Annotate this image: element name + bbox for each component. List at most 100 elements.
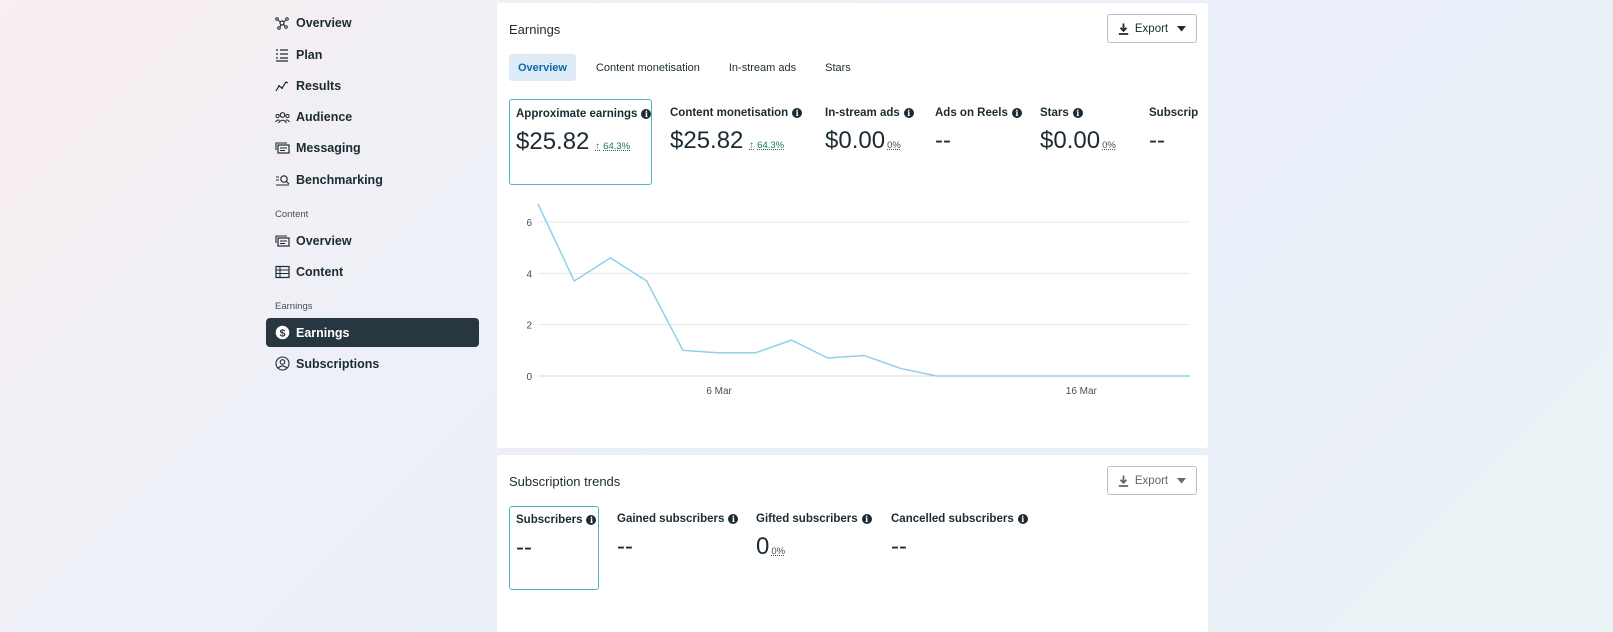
dollar-circle-icon: $: [274, 325, 290, 341]
metric-content-monetisation[interactable]: Content monetisation i $25.82 ↑ 64.3%: [670, 107, 803, 155]
person-circle-icon: [274, 356, 290, 372]
sidebar-item-benchmarking[interactable]: Benchmarking: [266, 165, 479, 194]
earnings-card: Earnings Export Overview Content monetis…: [497, 3, 1208, 448]
chevron-down-icon: [1177, 25, 1187, 32]
metric-label: Stars: [1040, 107, 1069, 119]
benchmark-search-icon: [274, 172, 290, 188]
section-label-earnings: Earnings: [275, 301, 313, 312]
sidebar-item-earnings[interactable]: $ Earnings: [266, 318, 479, 347]
metric-stars[interactable]: Stars i $0.00 0%: [1040, 107, 1116, 155]
metric-value: --: [891, 533, 907, 560]
trend-icon: [274, 78, 290, 94]
sidebar-item-overview[interactable]: Overview: [266, 8, 479, 37]
earnings-card-title: Earnings: [509, 22, 561, 37]
y-tick-label: 0: [526, 372, 532, 383]
info-icon[interactable]: i: [728, 514, 739, 524]
export-label: Export: [1134, 22, 1169, 35]
x-tick-label: 16 Mar: [1066, 386, 1098, 397]
arrow-up-icon: ↑: [749, 140, 755, 151]
sidebar-item-label: Audience: [296, 109, 353, 124]
metric-pct: 0%: [771, 546, 786, 557]
network-icon: [274, 15, 290, 31]
info-icon[interactable]: i: [861, 514, 872, 524]
sidebar-item-plan[interactable]: Plan: [266, 40, 479, 69]
metric-value: $25.82: [670, 127, 744, 154]
export-label: Export: [1134, 474, 1169, 487]
sidebar-item-label: Results: [296, 78, 342, 93]
tab-content-monetisation[interactable]: Content monetisation: [595, 61, 700, 74]
metric-label: Gifted subscribers: [756, 513, 858, 525]
sidebar-item-subscriptions[interactable]: Subscriptions: [266, 349, 479, 378]
export-button[interactable]: Export: [1107, 14, 1197, 43]
y-tick-label: 2: [526, 321, 532, 332]
subscription-trends-title: Subscription trends: [509, 474, 621, 489]
sidebar-item-label: Overview: [296, 233, 352, 248]
download-icon: [1118, 23, 1129, 35]
metric-pct: 0%: [1102, 140, 1116, 151]
sidebar-item-messaging[interactable]: Messaging: [266, 133, 479, 162]
metric-value: --: [516, 534, 532, 561]
metric-in-stream-ads[interactable]: In-stream ads i $0.00 0%: [825, 107, 914, 155]
metric-subscriptions[interactable]: Subscrip --: [1149, 107, 1198, 155]
tab-stars[interactable]: Stars: [825, 61, 851, 74]
export-button[interactable]: Export: [1107, 466, 1197, 495]
series-line: [537, 203, 1190, 377]
metric-value: $25.82: [516, 128, 590, 155]
sidebar-item-audience[interactable]: Audience: [266, 102, 479, 131]
metric-value: 0: [756, 533, 770, 560]
metric-gained-subscribers[interactable]: Gained subscribers i --: [617, 513, 739, 561]
metric-gifted-subscribers[interactable]: Gifted subscribers i 0 0%: [756, 513, 872, 561]
chevron-down-icon: [1177, 477, 1187, 484]
metric-label: In-stream ads: [825, 107, 900, 119]
metric-label: Subscrip: [1149, 107, 1199, 119]
table-icon: [274, 264, 290, 280]
sidebar-item-results[interactable]: Results: [266, 71, 479, 100]
sidebar-item-content-overview[interactable]: Overview: [266, 226, 479, 255]
metric-selected-outline[interactable]: [509, 99, 652, 185]
sidebar-item-label: Subscriptions: [296, 356, 380, 371]
metric-value: $0.00: [1040, 127, 1101, 154]
info-icon[interactable]: i: [641, 109, 652, 119]
metric-label: Approximate earnings: [516, 108, 638, 120]
metric-cancelled-subscribers[interactable]: Cancelled subscribers i --: [891, 513, 1028, 561]
people-icon: [274, 109, 290, 125]
y-tick-label: 6: [526, 218, 532, 229]
sidebar-item-content[interactable]: Content: [266, 257, 479, 286]
metric-ads-on-reels[interactable]: Ads on Reels i --: [935, 107, 1022, 155]
y-tick-label: 4: [526, 269, 532, 280]
metric-selected-outline[interactable]: [509, 506, 599, 590]
tab-in-stream-ads[interactable]: In-stream ads: [728, 61, 797, 74]
metric-value: --: [617, 533, 633, 560]
info-icon[interactable]: i: [1011, 108, 1022, 118]
sidebar-item-label: Earnings: [296, 325, 350, 340]
metric-label: Subscribers: [516, 514, 583, 526]
info-icon[interactable]: i: [792, 108, 803, 118]
info-icon[interactable]: i: [1072, 108, 1083, 118]
metric-approximate-earnings[interactable]: Approximate earnings i $25.82 ↑ 64.3%: [516, 108, 652, 156]
info-icon[interactable]: i: [903, 108, 914, 118]
svg-text:$: $: [279, 327, 285, 339]
info-icon[interactable]: i: [586, 515, 597, 525]
metric-label: Cancelled subscribers: [891, 513, 1014, 525]
tab-overview[interactable]: Overview: [509, 54, 576, 81]
earnings-tabs: Overview Content monetisation In-stream …: [509, 54, 871, 81]
metric-label: Ads on Reels: [935, 107, 1008, 119]
section-label-content: Content: [275, 209, 309, 220]
info-icon[interactable]: i: [1017, 514, 1028, 524]
subscription-trends-card: Subscription trends Export Subscribers i …: [497, 455, 1208, 632]
list-icon: [274, 47, 290, 63]
x-tick-label: 6 Mar: [706, 386, 732, 397]
sidebar-item-label: Benchmarking: [296, 172, 383, 187]
sidebar-item-label: Content: [296, 264, 344, 279]
arrow-up-icon: ↑: [595, 141, 601, 152]
metric-value: $0.00: [825, 127, 886, 154]
metric-label: Gained subscribers: [617, 513, 725, 525]
message-cards-icon: [274, 140, 290, 156]
metric-subscribers[interactable]: Subscribers i --: [516, 514, 597, 562]
metric-delta: 64.3%: [603, 141, 631, 152]
sidebar-item-label: Overview: [296, 15, 352, 30]
metric-value: --: [935, 127, 951, 154]
earnings-line-chart[interactable]: 0 2 4 6 6 Mar 16 Mar: [497, 3, 1208, 448]
download-icon: [1118, 475, 1129, 487]
sidebar-item-label: Messaging: [296, 140, 361, 155]
